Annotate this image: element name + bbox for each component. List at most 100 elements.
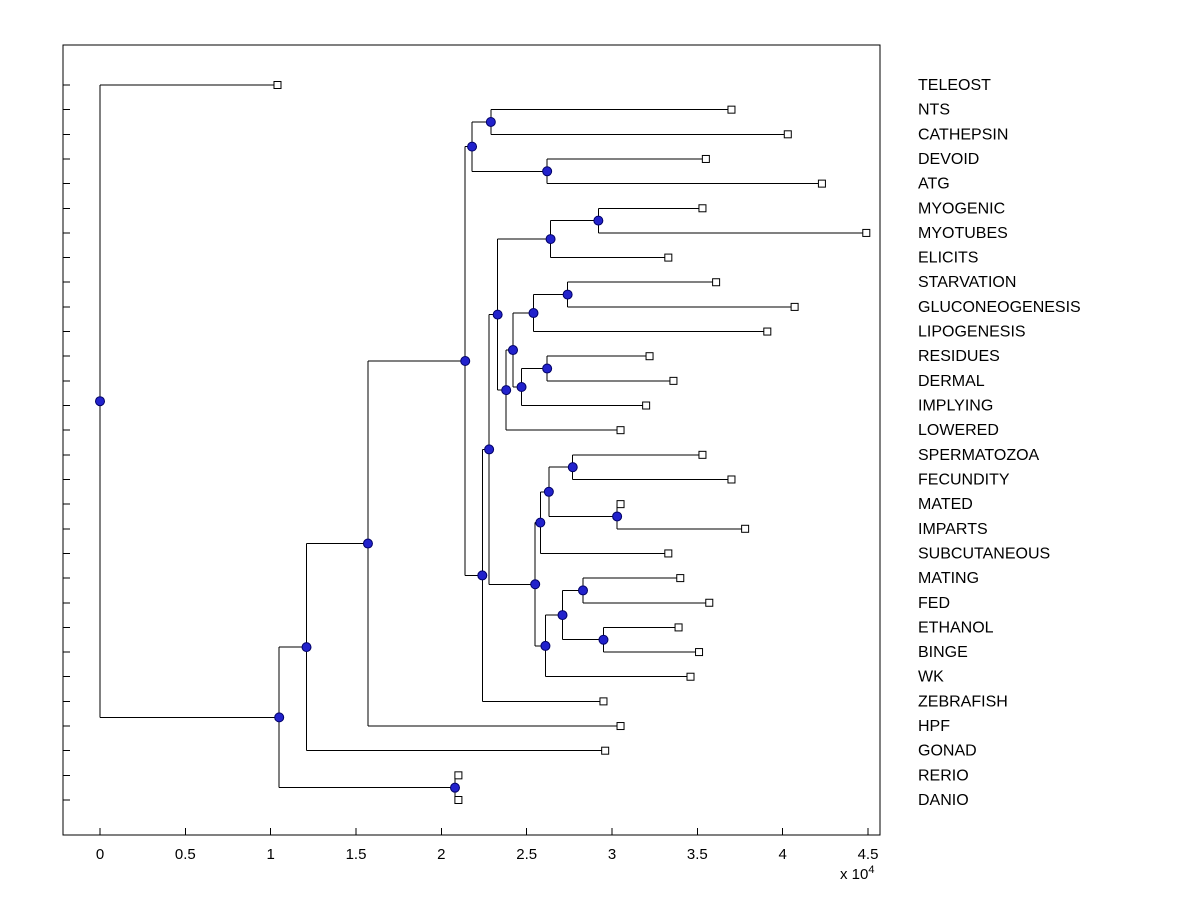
internal-node-marker bbox=[274, 712, 285, 723]
internal-node-marker bbox=[477, 570, 488, 581]
leaf-marker bbox=[601, 746, 610, 755]
leaf-label: IMPARTS bbox=[918, 521, 988, 538]
leaf-marker bbox=[669, 376, 678, 385]
internal-node-marker bbox=[593, 215, 604, 226]
internal-node-marker bbox=[543, 486, 554, 497]
x-tick-label: 2 bbox=[437, 846, 445, 863]
leaf-label: TELEOST bbox=[918, 77, 991, 94]
leaf-label: MATING bbox=[918, 570, 979, 587]
leaf-marker bbox=[790, 302, 799, 311]
leaf-label: HPF bbox=[918, 718, 950, 735]
leaf-label: CATHEPSIN bbox=[918, 126, 1008, 143]
internal-node-marker bbox=[460, 356, 471, 367]
internal-node-marker bbox=[485, 116, 496, 127]
leaf-label: GLUCONEOGENESIS bbox=[918, 299, 1081, 316]
x-axis-multiplier-exponent: 4 bbox=[868, 864, 875, 876]
leaf-label: SUBCUTANEOUS bbox=[918, 545, 1050, 562]
leaf-marker bbox=[695, 648, 704, 657]
internal-node-marker bbox=[562, 289, 573, 300]
leaf-label: BINGE bbox=[918, 644, 968, 661]
internal-node-marker bbox=[501, 385, 512, 396]
internal-node-marker bbox=[492, 309, 503, 320]
leaf-label: ATG bbox=[918, 176, 950, 193]
internal-node-marker bbox=[612, 511, 623, 522]
leaf-label: RERIO bbox=[918, 767, 969, 784]
internal-node-marker bbox=[545, 234, 556, 245]
x-tick-label: 4 bbox=[778, 846, 786, 863]
leaf-marker bbox=[273, 81, 282, 89]
internal-node-marker bbox=[301, 642, 312, 653]
leaf-label: DEVOID bbox=[918, 151, 979, 168]
leaf-marker bbox=[676, 574, 685, 583]
leaf-marker bbox=[645, 352, 654, 361]
branch-lines bbox=[99, 84, 867, 801]
leaf-marker bbox=[763, 327, 772, 336]
x-tick-label: 0.5 bbox=[175, 846, 196, 863]
leaf-label: NTS bbox=[918, 102, 950, 119]
x-tick-label: 2.5 bbox=[516, 846, 537, 863]
leaf-marker bbox=[727, 105, 736, 114]
axes-box bbox=[62, 44, 881, 836]
internal-node-marker bbox=[542, 363, 553, 374]
leaf-marker bbox=[454, 796, 463, 804]
internal-node-marker bbox=[449, 782, 460, 793]
leaf-marker bbox=[454, 771, 463, 780]
internal-node-marker bbox=[530, 579, 541, 590]
leaf-label: DERMAL bbox=[918, 373, 985, 390]
leaf-label: ELICITS bbox=[918, 250, 978, 267]
x-tick-label: 0 bbox=[96, 846, 104, 863]
leaf-label: DANIO bbox=[918, 792, 969, 809]
axis-ticks: 0 0.5 1 1.5 2 2.5 3 3.5 4 4.5 bbox=[63, 84, 879, 863]
internal-node-marker bbox=[577, 585, 588, 596]
internal-node-marker bbox=[467, 141, 478, 152]
leaf-marker bbox=[817, 179, 826, 188]
leaf-marker bbox=[712, 278, 721, 287]
leaf-marker bbox=[698, 204, 707, 213]
leaf-marker bbox=[741, 524, 750, 533]
leaf-marker bbox=[705, 598, 714, 607]
x-tick-label: 3 bbox=[608, 846, 616, 863]
leaf-marker bbox=[616, 722, 625, 731]
leaf-label: GONAD bbox=[918, 743, 977, 760]
leaf-marker bbox=[664, 549, 673, 558]
leaf-label: ETHANOL bbox=[918, 619, 994, 636]
internal-node-marker bbox=[567, 462, 578, 473]
internal-node-marker bbox=[508, 345, 519, 356]
x-axis-multiplier: x 104 bbox=[840, 864, 874, 883]
leaf-marker bbox=[698, 450, 707, 459]
leaf-marker bbox=[664, 253, 673, 262]
leaf-marker bbox=[727, 475, 736, 484]
leaf-marker bbox=[701, 154, 710, 163]
node-markers bbox=[95, 81, 871, 804]
leaf-label: MATED bbox=[918, 496, 973, 513]
leaf-label: SPERMATOZOA bbox=[918, 447, 1040, 464]
leaf-marker bbox=[616, 500, 625, 509]
internal-node-marker bbox=[540, 640, 551, 651]
internal-node-marker bbox=[542, 166, 553, 177]
x-tick-label: 1.5 bbox=[346, 846, 367, 863]
leaf-label: IMPLYING bbox=[918, 398, 993, 415]
internal-node-marker bbox=[516, 382, 527, 393]
leaf-label: LOWERED bbox=[918, 422, 999, 439]
leaf-label: MYOTUBES bbox=[918, 225, 1008, 242]
x-axis-multiplier-base: x 10 bbox=[840, 866, 869, 883]
leaf-marker bbox=[616, 426, 625, 435]
leaf-marker bbox=[783, 130, 792, 139]
leaf-label: STARVATION bbox=[918, 274, 1016, 291]
x-tick-label: 3.5 bbox=[687, 846, 708, 863]
leaf-label: LIPOGENESIS bbox=[918, 324, 1026, 341]
leaf-label: MYOGENIC bbox=[918, 200, 1005, 217]
leaf-label: ZEBRAFISH bbox=[918, 693, 1008, 710]
internal-node-marker bbox=[362, 538, 373, 549]
x-tick-label: 4.5 bbox=[858, 846, 879, 863]
internal-node-marker bbox=[95, 396, 105, 407]
leaf-marker bbox=[674, 623, 683, 632]
leaf-marker bbox=[862, 228, 871, 237]
internal-node-marker bbox=[598, 634, 609, 645]
leaf-marker bbox=[599, 697, 608, 706]
leaf-marker bbox=[642, 401, 651, 410]
leaf-label: RESIDUES bbox=[918, 348, 1000, 365]
leaf-label: FED bbox=[918, 595, 950, 612]
